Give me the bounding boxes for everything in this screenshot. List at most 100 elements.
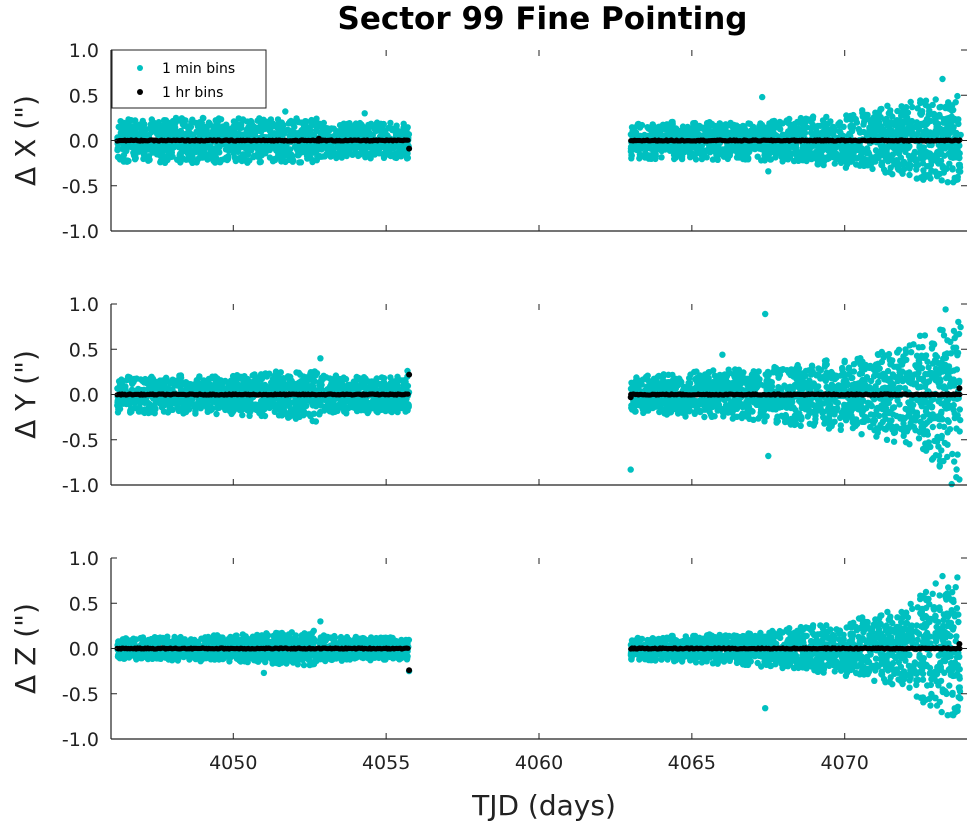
- point-1-min: [318, 374, 325, 382]
- point-1-min: [785, 120, 793, 127]
- point-1-min: [399, 403, 406, 410]
- point-1-min: [323, 125, 330, 132]
- point-1-min: [200, 380, 208, 388]
- panels-layer: 1.00.50.0-0.5-1.0Δ X (")1.00.50.0-0.5-1.…: [9, 40, 967, 774]
- point-1-min: [829, 142, 837, 149]
- point-1-min: [920, 167, 927, 174]
- point-1-min: [742, 156, 749, 163]
- point-1-min: [933, 153, 941, 160]
- point-1-min: [808, 155, 815, 163]
- point-1-min: [256, 376, 264, 383]
- point-1-min: [273, 145, 281, 152]
- point-1-min: [878, 152, 885, 159]
- point-1-min: [818, 151, 825, 158]
- point-1-min: [294, 152, 301, 159]
- point-1-min: [222, 377, 229, 385]
- point-1-min: [872, 147, 880, 154]
- point-1-min: [925, 103, 932, 110]
- panel-1: 1.00.50.0-0.5-1.0Δ X ("): [9, 40, 967, 243]
- point-1-min: [307, 413, 314, 420]
- point-1-min: [785, 148, 792, 155]
- point-1-min: [380, 142, 387, 149]
- point-1-min: [396, 131, 403, 138]
- point-1-min: [952, 99, 959, 106]
- point-1-min: [790, 157, 798, 165]
- point-1-min: [635, 146, 642, 154]
- point-1-min: [748, 127, 755, 134]
- point-1-min: [692, 156, 700, 163]
- point-1-min: [132, 123, 139, 130]
- point-1-min: [932, 117, 939, 124]
- point-1-min: [187, 157, 194, 164]
- point-1-min: [265, 125, 273, 132]
- point-1-min: [907, 119, 915, 126]
- point-1-min: [155, 119, 162, 126]
- point-1-min: [222, 400, 230, 408]
- point-1-min: [774, 143, 781, 150]
- point-1-min: [378, 374, 386, 381]
- point-1-min: [862, 115, 869, 122]
- point-1-min: [173, 399, 181, 406]
- point-1-min: [638, 121, 646, 129]
- point-1-min: [275, 373, 282, 380]
- point-1-min: [779, 120, 786, 127]
- point-1-min: [166, 407, 173, 414]
- point-1-min: [311, 118, 319, 126]
- point-1-min: [777, 126, 784, 133]
- point-1-min: [841, 157, 848, 165]
- point-1-min: [289, 158, 296, 165]
- point-1-min: [142, 397, 149, 404]
- point-1-min: [203, 403, 210, 410]
- point-1-min: [767, 156, 775, 163]
- point-1-min: [244, 118, 251, 125]
- point-1-min: [146, 156, 153, 163]
- point-1-min: [343, 122, 351, 129]
- point-1-min: [244, 159, 251, 166]
- point-1-min: [357, 122, 364, 130]
- point-1-min: [305, 126, 313, 133]
- point-1-min: [262, 146, 269, 153]
- point-1-min: [860, 121, 867, 128]
- point-1-min: [382, 407, 389, 415]
- point-1-min: [309, 372, 317, 379]
- y-axis-label: Δ X ("): [9, 95, 42, 186]
- point-1-min: [261, 412, 269, 420]
- point-1-min: [192, 148, 200, 155]
- point-1-min: [243, 142, 250, 149]
- point-1-min: [356, 141, 364, 149]
- point-1-min: [724, 143, 731, 150]
- point-1-min: [180, 122, 188, 129]
- point-1-min: [845, 149, 852, 156]
- point-1-min: [945, 105, 952, 112]
- point-1-min: [230, 377, 237, 384]
- point-1-min: [834, 152, 841, 159]
- point-1-min: [125, 374, 132, 381]
- point-1-min: [286, 413, 293, 421]
- point-1-min: [204, 123, 211, 130]
- point-1-min: [318, 386, 325, 393]
- point-1-min: [241, 403, 249, 410]
- point-1-min: [165, 386, 172, 394]
- point-1-min: [927, 175, 934, 182]
- point-1-min: [933, 132, 940, 140]
- point-1-min: [140, 155, 147, 163]
- point-1-min: [267, 383, 274, 390]
- point-1-min: [249, 372, 256, 379]
- point-1-min: [280, 383, 287, 391]
- point-1-min: [919, 152, 926, 160]
- point-1-min: [396, 377, 403, 384]
- point-1-min: [884, 102, 891, 110]
- point-1-min: [177, 159, 184, 166]
- point-1-min: [353, 150, 360, 157]
- point-1-min: [285, 402, 293, 410]
- point-1-min: [332, 386, 340, 393]
- point-1-min: [744, 145, 752, 153]
- point-1-min: [222, 132, 229, 139]
- point-1-min: [825, 143, 832, 150]
- point-1-min: [372, 128, 379, 135]
- point-1-min: [718, 146, 725, 154]
- point-1-min: [382, 382, 390, 389]
- point-1-min: [289, 153, 296, 160]
- point-1-min: [361, 125, 369, 132]
- point-1-min: [919, 173, 927, 180]
